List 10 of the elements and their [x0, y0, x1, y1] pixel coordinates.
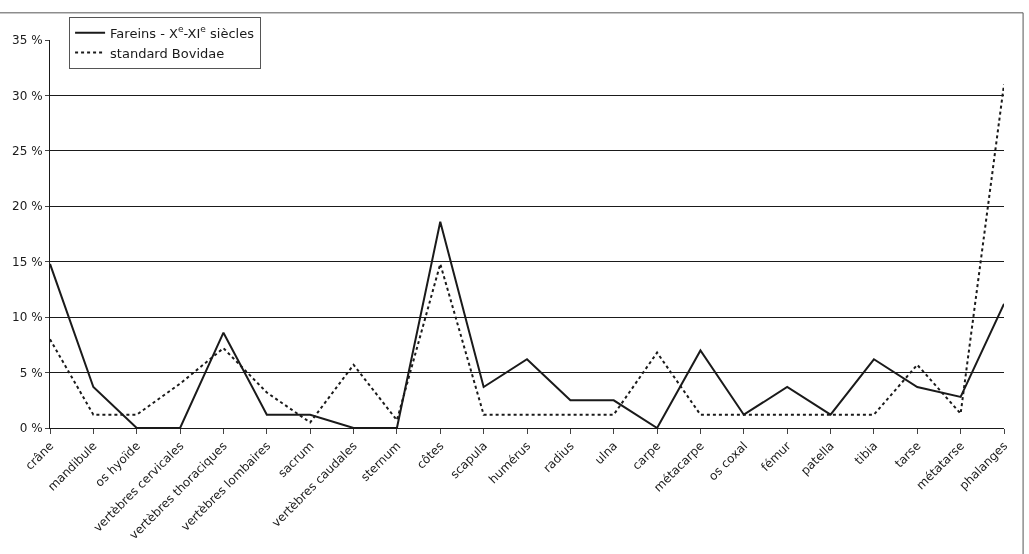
- legend-label: Fareins - X$^{e}$-XI$^{e}$ siècles: [110, 24, 255, 41]
- y-tick-label: 5 %: [19, 365, 43, 380]
- y-tick-label: 10 %: [12, 310, 43, 325]
- y-tick-label: 30 %: [12, 88, 43, 103]
- y-tick-label: 35 %: [12, 33, 43, 48]
- y-tick-label: 0 %: [19, 421, 43, 436]
- y-tick-label: 25 %: [12, 144, 43, 159]
- y-tick-label: 15 %: [12, 254, 43, 269]
- y-tick-label: 20 %: [12, 199, 43, 214]
- legend-label: standard Bovidae: [110, 45, 225, 61]
